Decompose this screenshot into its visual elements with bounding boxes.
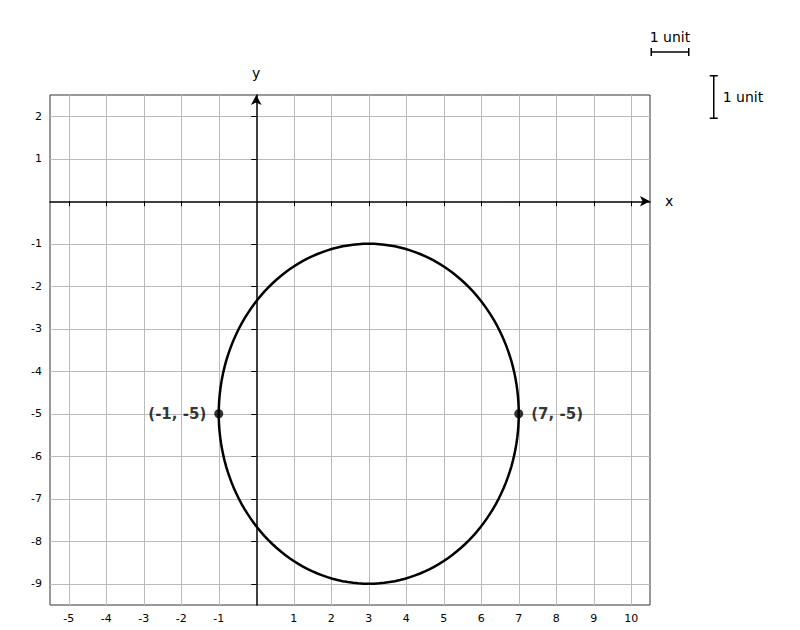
- svg-text:3: 3: [365, 612, 372, 625]
- svg-text:-6: -6: [31, 450, 42, 463]
- svg-text:1 unit: 1 unit: [650, 29, 691, 45]
- svg-text:2: 2: [35, 110, 42, 123]
- svg-text:4: 4: [403, 612, 410, 625]
- svg-text:-8: -8: [31, 535, 42, 548]
- svg-text:x: x: [665, 193, 673, 209]
- svg-text:-4: -4: [101, 612, 112, 625]
- svg-text:9: 9: [590, 612, 597, 625]
- svg-text:-3: -3: [31, 322, 42, 335]
- svg-text:10: 10: [624, 612, 638, 625]
- svg-text:-1: -1: [31, 237, 42, 250]
- svg-text:6: 6: [478, 612, 485, 625]
- svg-text:-9: -9: [31, 577, 42, 590]
- svg-text:7: 7: [515, 612, 522, 625]
- svg-text:(7, -5): (7, -5): [531, 405, 583, 423]
- svg-text:2: 2: [328, 612, 335, 625]
- svg-text:-2: -2: [31, 280, 42, 293]
- svg-text:5: 5: [440, 612, 447, 625]
- svg-text:-5: -5: [63, 612, 74, 625]
- svg-text:8: 8: [553, 612, 560, 625]
- svg-text:-4: -4: [31, 365, 42, 378]
- svg-text:(-1, -5): (-1, -5): [148, 405, 206, 423]
- svg-text:1 unit: 1 unit: [723, 89, 764, 105]
- svg-text:1: 1: [290, 612, 297, 625]
- svg-text:-3: -3: [138, 612, 149, 625]
- svg-text:1: 1: [35, 152, 42, 165]
- svg-text:-1: -1: [213, 612, 224, 625]
- svg-text:y: y: [252, 65, 260, 81]
- svg-text:-7: -7: [31, 492, 42, 505]
- svg-text:-5: -5: [31, 407, 42, 420]
- svg-text:-2: -2: [176, 612, 187, 625]
